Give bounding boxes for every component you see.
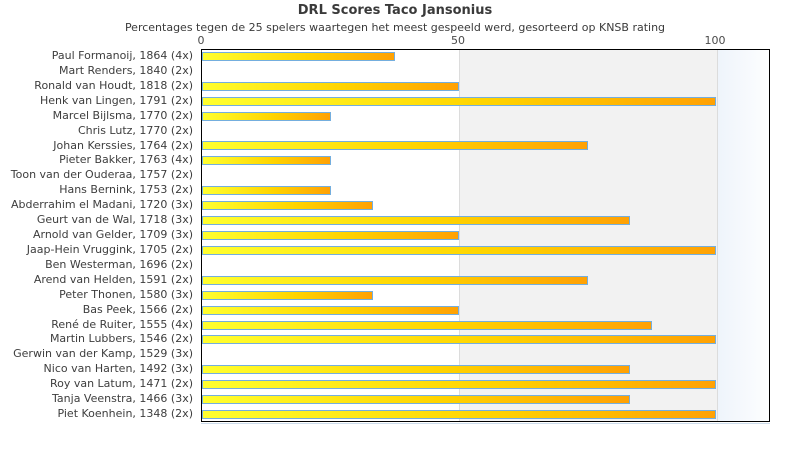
background-band-over-100 [717, 50, 769, 421]
category-label: Arnold van Gelder, 1709 (3x) [32, 228, 193, 242]
category-label: Arend van Helden, 1591 (2x) [33, 272, 193, 286]
category-label: Pieter Bakker, 1763 (4x) [59, 153, 193, 167]
category-label: Gerwin van der Kamp, 1529 (3x) [13, 347, 193, 361]
category-label: Chris Lutz, 1770 (2x) [77, 123, 193, 137]
category-label: Nico van Harten, 1492 (3x) [43, 362, 193, 376]
x-tick-label-100: 100 [704, 34, 726, 47]
bar [202, 320, 652, 330]
category-label: Abderrahim el Madani, 1720 (3x) [11, 198, 193, 212]
bar [202, 81, 459, 91]
category-label: René de Ruiter, 1555 (4x) [51, 317, 193, 331]
category-label: Marcel Bijlsma, 1770 (2x) [52, 108, 193, 122]
category-label: Toon van der Ouderaa, 1757 (2x) [10, 168, 193, 182]
bar [202, 410, 716, 420]
bar [202, 365, 631, 375]
bar [202, 96, 716, 106]
category-label: Jaap-Hein Vruggink, 1705 (2x) [26, 242, 193, 256]
bar [202, 290, 374, 300]
y-axis-labels: Paul Formanoij, 1864 (4x) Mart Renders, 1… [0, 0, 197, 450]
category-label: Henk van Lingen, 1791 (2x) [39, 93, 193, 107]
category-label: Mart Renders, 1840 (2x) [58, 63, 193, 77]
bar [202, 111, 331, 121]
category-label: Ben Westerman, 1696 (2x) [45, 257, 193, 271]
background-band-50-100 [459, 50, 717, 421]
category-label: Johan Kerssies, 1764 (2x) [53, 138, 193, 152]
category-label: Roy van Latum, 1471 (2x) [49, 377, 193, 391]
bar [202, 186, 331, 196]
plot-area [201, 49, 770, 422]
bar [202, 141, 588, 151]
bar [202, 216, 631, 226]
category-label: Peter Thonen, 1580 (3x) [59, 287, 193, 301]
bar [202, 231, 459, 240]
bars-layer [202, 0, 790, 450]
category-label: Martin Lubbers, 1546 (2x) [49, 332, 193, 346]
category-label: Paul Formanoij, 1864 (4x) [51, 49, 193, 62]
plot-bottom-accent-line [201, 423, 770, 424]
bar [202, 395, 631, 405]
category-label: Piet Koenhein, 1348 (2x) [57, 407, 193, 421]
bar [202, 156, 331, 166]
chart-title: DRL Scores Taco Jansonius [297, 3, 493, 18]
bar [202, 275, 588, 285]
category-label: Bas Peek, 1566 (2x) [82, 302, 193, 316]
gridline-50 [459, 50, 460, 421]
category-label: Geurt van de Wal, 1718 (3x) [36, 213, 193, 227]
bar [202, 51, 395, 61]
bar [202, 335, 716, 345]
category-label: Ronald van Houdt, 1818 (2x) [34, 78, 193, 92]
chart-subtitle: Percentages tegen de 25 spelers waartege… [124, 21, 666, 34]
category-label: Hans Bernink, 1753 (2x) [59, 183, 193, 197]
bar [202, 245, 716, 255]
category-label: Tanja Veenstra, 1466 (3x) [52, 392, 193, 406]
bar [202, 201, 374, 211]
x-tick-label-0: 0 [197, 34, 205, 47]
bar [202, 305, 459, 315]
bar [202, 380, 716, 390]
x-tick-label-50: 50 [451, 34, 465, 47]
gridline-100 [717, 50, 718, 421]
